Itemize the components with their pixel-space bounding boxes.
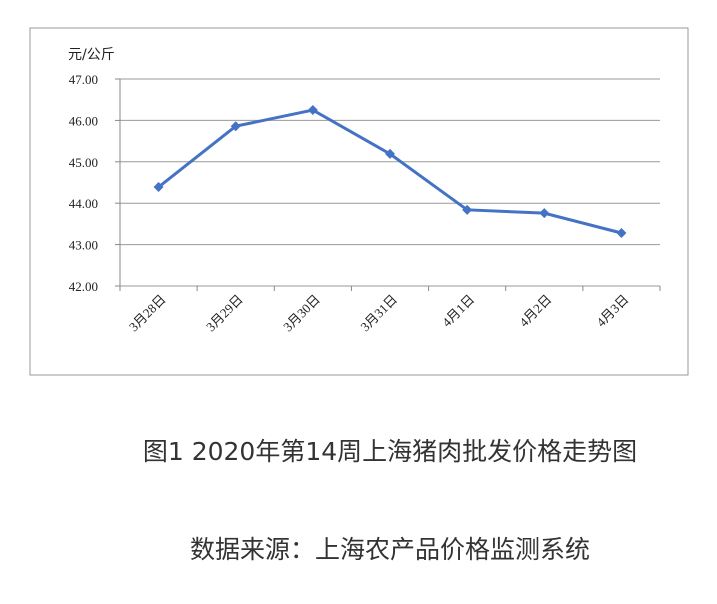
y-tick-label: 44.00 [69,196,98,211]
y-tick-label: 43.00 [69,238,98,253]
x-tick-label: 3月30日 [280,292,323,335]
y-axis-label: 元/公斤 [68,47,115,63]
x-tick-label: 3月31日 [357,292,400,335]
y-tick-label: 45.00 [69,155,98,170]
y-tick-label: 42.00 [69,279,98,294]
y-tick-label: 47.00 [69,72,98,87]
series-line [157,108,622,235]
data-point [230,121,241,132]
x-tick-label: 3月29日 [203,292,246,335]
data-point [616,228,627,239]
source-note: 数据来源：上海农产品价格监测系统 [190,535,590,564]
data-point [153,182,164,193]
x-tick-label: 4月2日 [516,292,554,330]
data-point [539,208,550,219]
x-tick-label: 4月1日 [439,292,477,330]
data-point [462,204,473,215]
x-tick-label: 3月28日 [126,292,169,335]
data-point [307,105,318,116]
data-point [385,148,395,159]
x-tick-label: 4月3日 [593,292,631,330]
y-tick-label: 46.00 [69,113,98,128]
chart-frame [29,27,689,376]
chart-title: 图1 2020年第14周上海猪肉批发价格走势图 [143,437,637,466]
